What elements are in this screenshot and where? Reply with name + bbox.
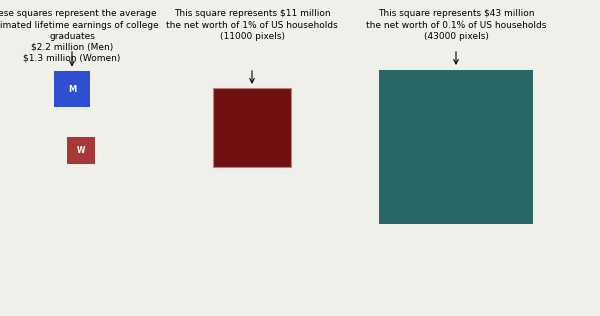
- Bar: [67, 137, 95, 164]
- Bar: [213, 88, 291, 167]
- Text: This square represents $11 million
the net worth of 1% of US households
(11000 p: This square represents $11 million the n…: [166, 9, 338, 41]
- Bar: [54, 71, 90, 107]
- Text: M: M: [68, 85, 76, 94]
- Bar: [379, 70, 533, 224]
- Text: These squares represent the average
estimated lifetime earnings of college
gradu: These squares represent the average esti…: [0, 9, 158, 63]
- Text: W: W: [77, 146, 85, 155]
- Text: This square represents $43 million
the net worth of 0.1% of US households
(43000: This square represents $43 million the n…: [366, 9, 546, 41]
